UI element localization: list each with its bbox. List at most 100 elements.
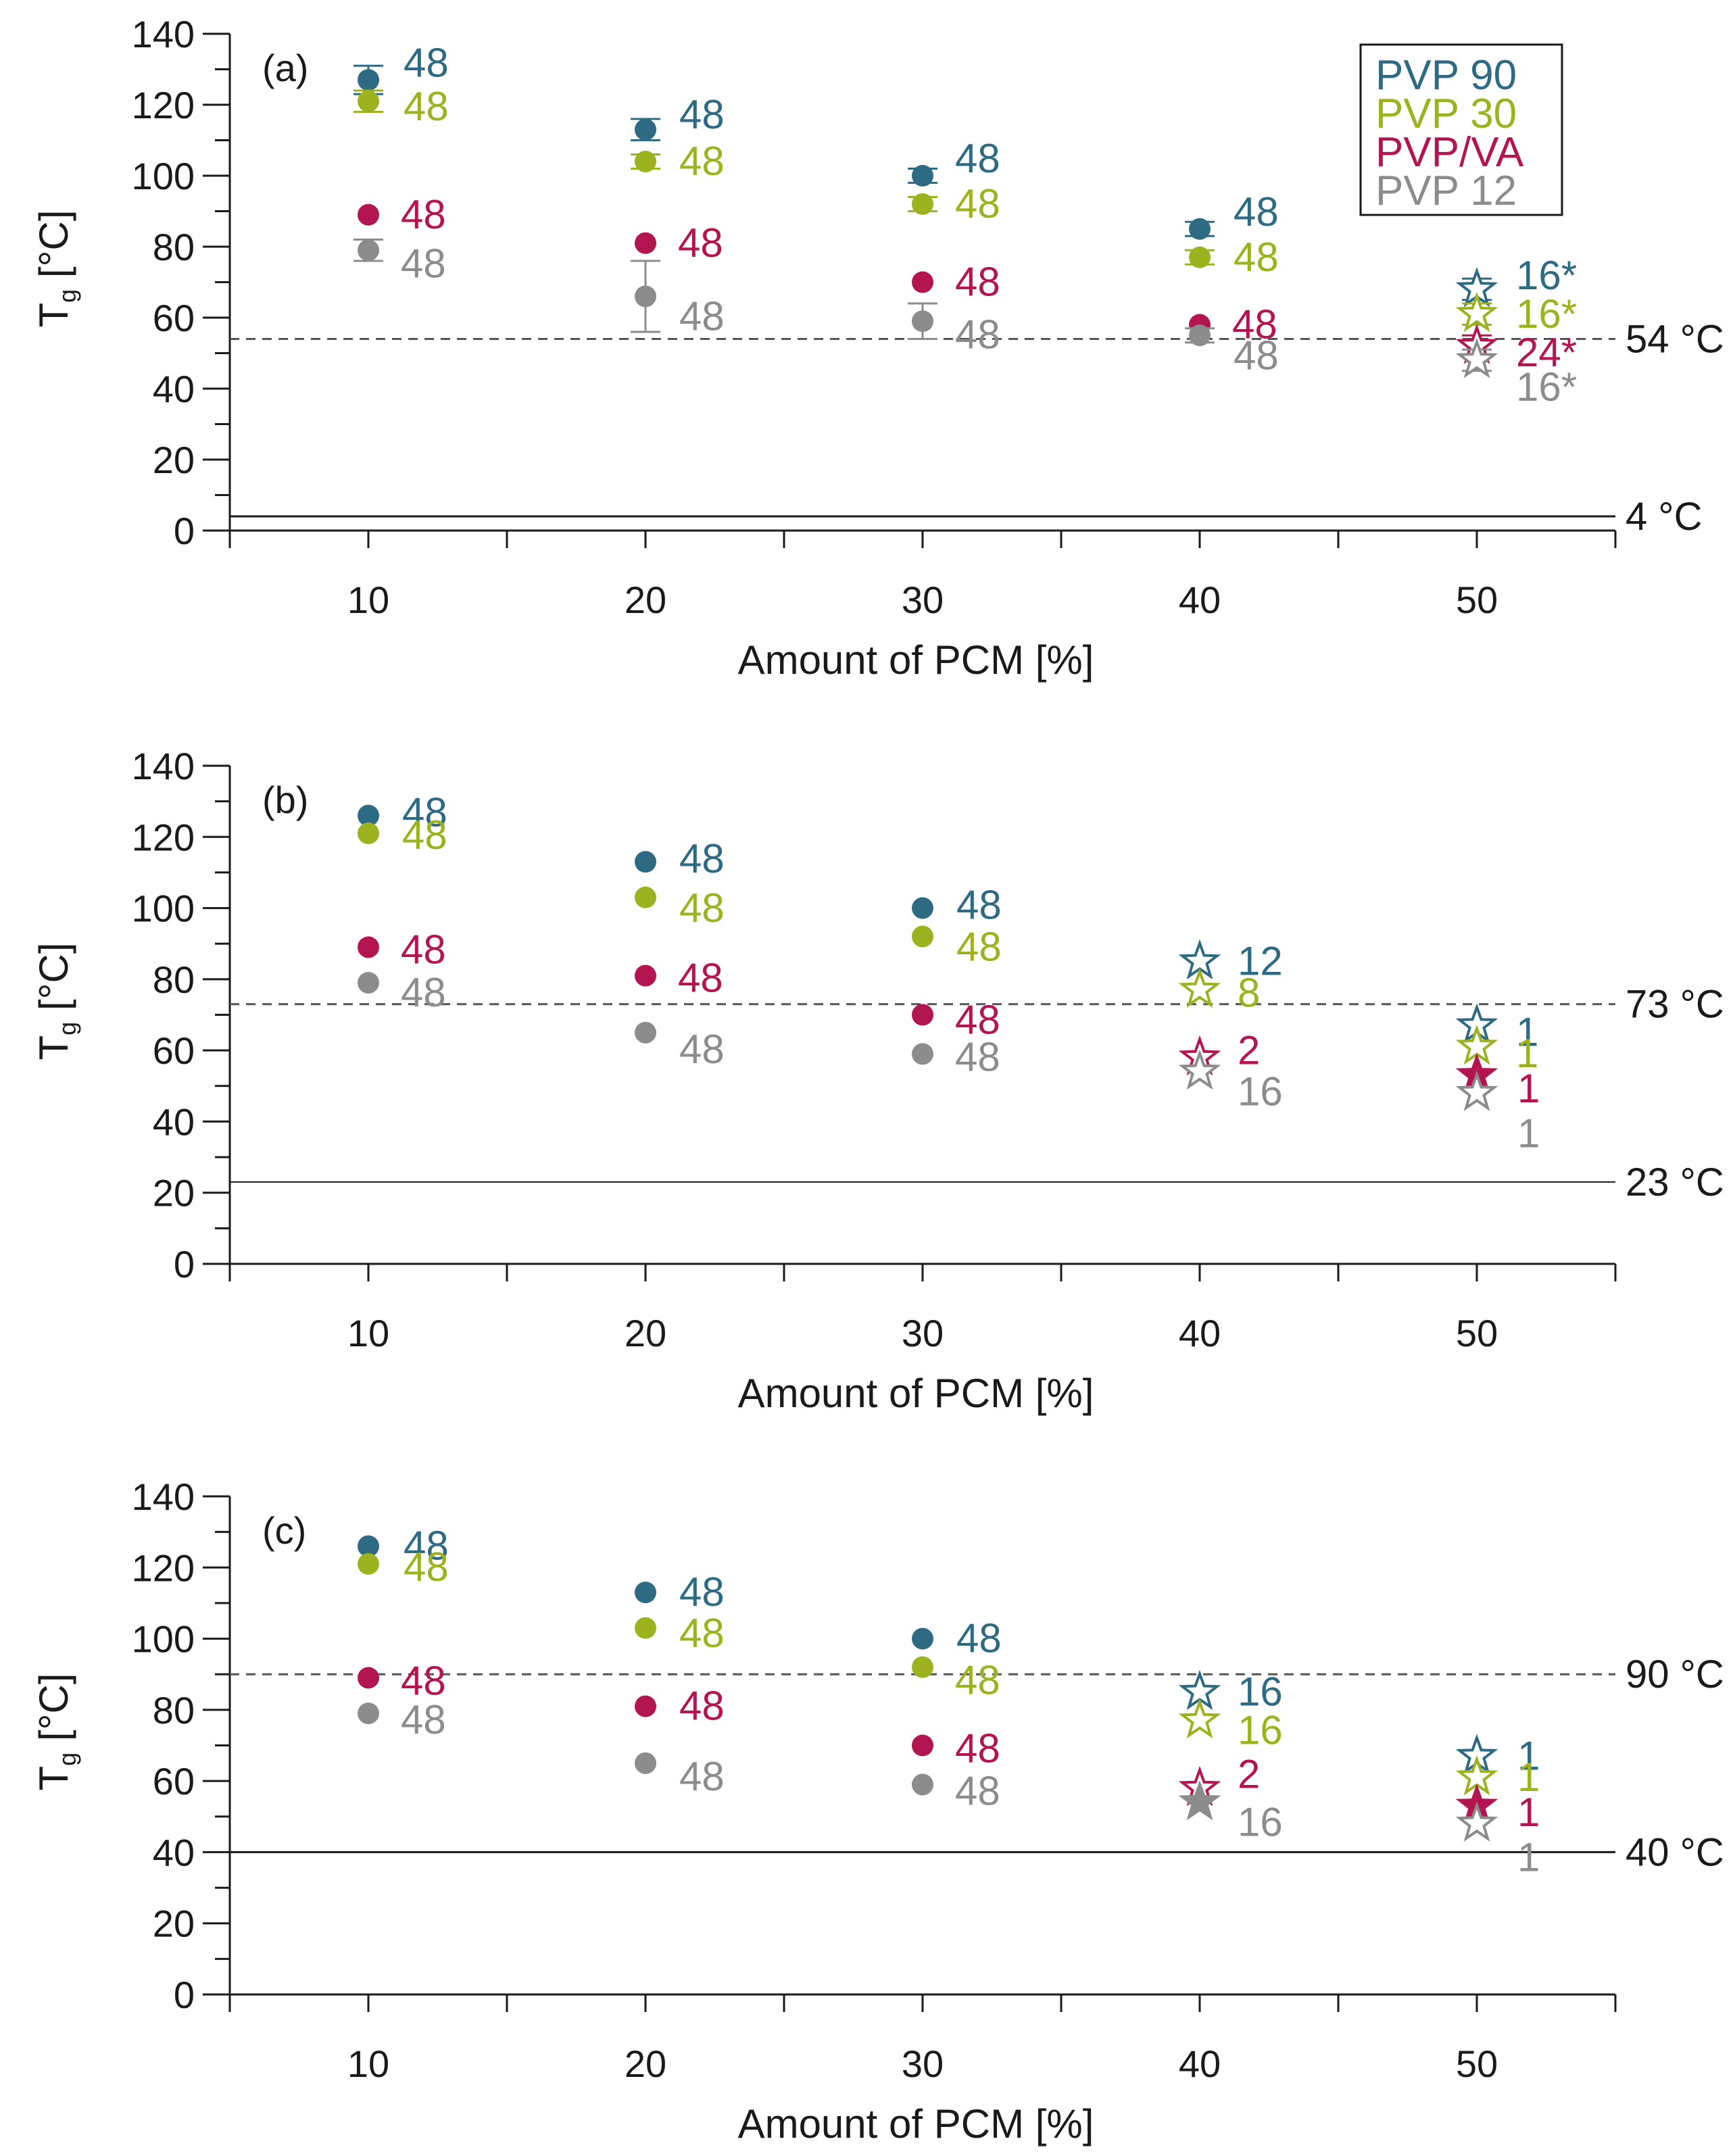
data-label: 48 xyxy=(401,970,446,1015)
x-tick-label: 50 xyxy=(1456,2042,1498,2085)
y-tick-label: 60 xyxy=(153,1029,195,1072)
data-label: 48 xyxy=(679,1569,725,1615)
data-point-star xyxy=(1178,1698,1221,1739)
y-tick-label: 100 xyxy=(132,155,195,197)
data-label: 1 xyxy=(1516,1009,1538,1054)
data-point xyxy=(912,1734,933,1757)
data-label: 2 xyxy=(1238,1752,1260,1797)
y-tick-label: 20 xyxy=(153,439,195,481)
x-tick-label: 50 xyxy=(1456,1312,1498,1354)
panel-tag: (b) xyxy=(262,779,308,821)
data-point-star xyxy=(1178,967,1221,1008)
y-axis-title: Tg [°C] xyxy=(31,210,81,327)
data-point xyxy=(912,1656,933,1678)
legend-entry: PVP/VA xyxy=(1375,129,1524,176)
data-label: 48 xyxy=(956,883,1002,928)
x-tick-label: 30 xyxy=(902,1312,944,1354)
panel-b: 0 20 40 60 80 100 120 140 10 20 30 40 50 Amount of PC… xyxy=(31,745,1724,1416)
data-label: 48 xyxy=(679,92,725,137)
reference-line-label: 73 °C xyxy=(1626,983,1724,1027)
data-point xyxy=(635,1695,656,1717)
reference-line-label: 40 °C xyxy=(1626,1830,1724,1874)
legend-entry: PVP 12 xyxy=(1375,168,1517,214)
data-point xyxy=(358,90,379,112)
data-point xyxy=(358,804,379,827)
data-label: 48 xyxy=(955,136,1000,181)
x-axis-title: Amount of PCM [%] xyxy=(738,1371,1094,1416)
legend-box xyxy=(1359,43,1563,216)
y-axis-title: Tg [°C] xyxy=(31,942,81,1060)
y-tick-label: 80 xyxy=(153,958,195,1001)
panel-c: 0 20 40 60 80 100 120 140 10 20 30 40 50 Amount of PC… xyxy=(31,1475,1724,2147)
y-tick-label: 140 xyxy=(132,13,195,55)
data-label: 48 xyxy=(401,241,446,286)
data-label: 24* xyxy=(1516,330,1577,375)
x-tick-label: 20 xyxy=(625,579,666,621)
data-point xyxy=(635,1582,656,1604)
data-point xyxy=(635,285,656,308)
y-tick-label: 0 xyxy=(174,1243,195,1285)
data-point xyxy=(635,1021,656,1044)
data-label: 48 xyxy=(678,220,723,266)
data-label: 48 xyxy=(401,192,446,237)
data-point xyxy=(635,151,656,172)
data-label: 48 xyxy=(955,998,1000,1043)
data-label: 2 xyxy=(1238,1028,1260,1073)
x-tick-label: 40 xyxy=(1179,579,1221,621)
y-axis-title: Tg [°C] xyxy=(31,1673,81,1790)
y-tick-label: 60 xyxy=(153,297,195,339)
data-point xyxy=(1189,246,1211,268)
data-label: 48 xyxy=(955,181,1000,226)
data-label: 48 xyxy=(679,1684,725,1729)
data-point xyxy=(358,203,379,226)
data-point-star xyxy=(1455,338,1498,378)
data-point-star xyxy=(1455,291,1498,333)
y-tick-label: 80 xyxy=(153,226,195,268)
data-label: 1 xyxy=(1517,1733,1540,1778)
data-label: 48 xyxy=(1234,235,1279,280)
data-label: 48 xyxy=(401,927,446,972)
x-tick-label: 10 xyxy=(347,2042,389,2085)
y-tick-label: 120 xyxy=(132,84,195,126)
y-tick-label: 100 xyxy=(132,887,195,930)
data-point xyxy=(358,1535,379,1557)
data-point xyxy=(358,936,379,958)
data-label: 48 xyxy=(679,294,725,339)
data-point xyxy=(635,964,656,987)
data-point xyxy=(912,897,933,919)
data-point xyxy=(912,1773,933,1796)
x-tick-label: 50 xyxy=(1456,579,1498,621)
y-tick-label: 40 xyxy=(153,1100,195,1143)
data-label: 48 xyxy=(678,956,723,1001)
data-label: 16 xyxy=(1238,1708,1283,1753)
data-point xyxy=(912,925,933,948)
data-label: 1 xyxy=(1517,1066,1540,1111)
x-tick-label: 10 xyxy=(347,579,389,621)
data-label: 48 xyxy=(404,84,449,129)
data-point xyxy=(635,1617,656,1639)
data-label: 1 xyxy=(1516,1031,1538,1076)
data-point-star xyxy=(1455,1801,1498,1842)
x-tick-label: 10 xyxy=(347,1312,389,1354)
data-label: 48 xyxy=(402,812,447,858)
y-tick-label: 140 xyxy=(132,1475,195,1518)
data-label: 16* xyxy=(1516,364,1577,410)
data-point xyxy=(358,1553,379,1575)
data-label: 48 xyxy=(679,885,725,931)
data-point xyxy=(358,1702,379,1725)
y-tick-label: 40 xyxy=(153,1831,195,1873)
data-point xyxy=(1189,324,1211,347)
data-point xyxy=(1189,218,1211,240)
data-point xyxy=(358,972,379,994)
data-label: 48 xyxy=(1234,189,1279,235)
x-tick-label: 20 xyxy=(625,1312,666,1354)
reference-line-label: 23 °C xyxy=(1626,1160,1724,1204)
data-point xyxy=(912,1627,933,1650)
data-label: 16* xyxy=(1516,291,1577,337)
data-point xyxy=(635,851,656,873)
legend-entry: PVP 90 xyxy=(1375,52,1517,99)
y-tick-label: 120 xyxy=(132,816,195,858)
data-point xyxy=(912,165,933,187)
data-point xyxy=(912,1004,933,1026)
x-tick-label: 40 xyxy=(1179,2042,1221,2085)
